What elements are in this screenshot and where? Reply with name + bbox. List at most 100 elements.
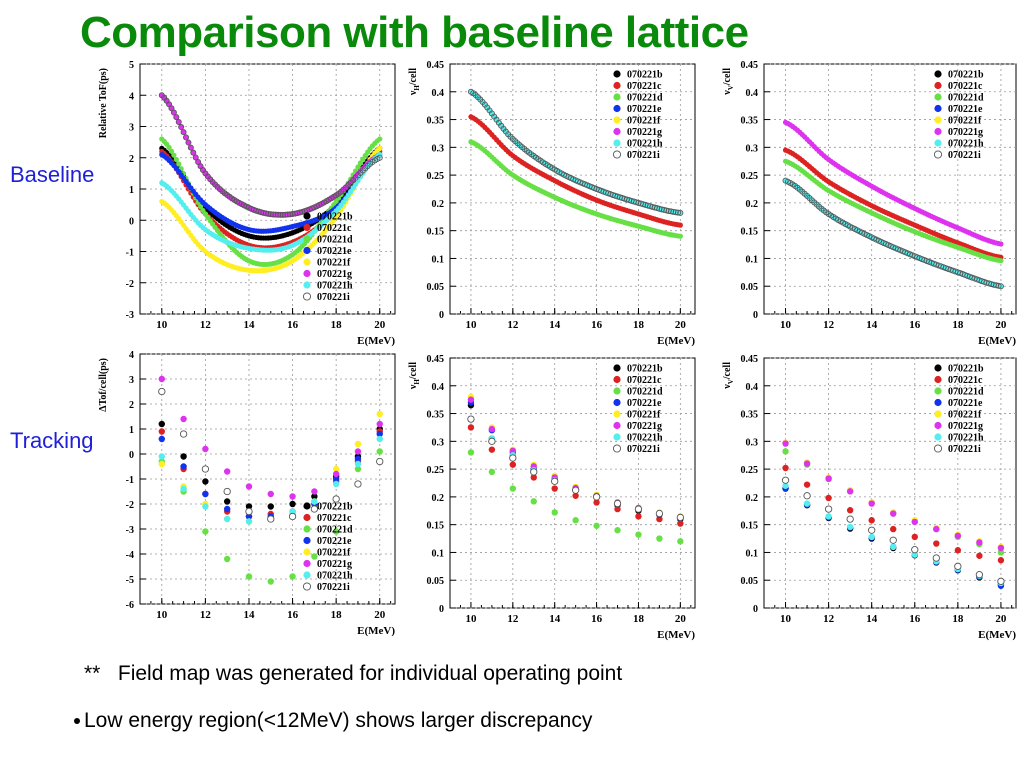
- y-tick-label: 0: [129, 216, 134, 227]
- y-tick-label: 0.25: [741, 171, 759, 182]
- legend-marker: [612, 150, 622, 159]
- data-point: [354, 440, 362, 448]
- data-point: [245, 507, 253, 516]
- data-point: [614, 505, 621, 513]
- data-point: [975, 571, 984, 579]
- y-tick-label: 0.35: [741, 116, 759, 127]
- data-point: [289, 508, 296, 515]
- y-tick-label: 2: [129, 400, 134, 411]
- y-axis-label-sub: V: [727, 85, 735, 90]
- data-point: [635, 513, 642, 520]
- y-tick-label: 0.45: [741, 60, 759, 71]
- x-axis-label: E(MeV): [978, 335, 1016, 347]
- legend-label: 070221i: [317, 582, 350, 593]
- y-tick-label: 0.25: [427, 171, 445, 182]
- x-tick-label: 18: [952, 613, 964, 625]
- data-point: [995, 282, 1002, 289]
- data-point: [171, 152, 177, 158]
- note-prefix: **: [84, 662, 101, 685]
- y-tick-label: 0.2: [432, 199, 445, 210]
- legend-marker: [303, 281, 311, 289]
- y-axis-label-unit: /cell: [722, 68, 733, 86]
- data-point: [997, 577, 1005, 585]
- legend-label: 070221h: [948, 433, 984, 444]
- legend-label: 070221h: [317, 281, 353, 292]
- legend-marker: [303, 513, 311, 522]
- data-point: [676, 513, 684, 522]
- x-tick-label: 14: [866, 613, 878, 625]
- data-point: [997, 544, 1005, 552]
- y-tick-label: -1: [126, 475, 134, 486]
- data-point: [997, 557, 1005, 564]
- data-point: [467, 415, 475, 423]
- y-tick-label: 3: [129, 375, 134, 386]
- x-tick-label: 18: [331, 319, 343, 331]
- data-point: [376, 435, 383, 443]
- data-point: [289, 493, 296, 500]
- plot-frame: [449, 357, 696, 609]
- data-point: [348, 189, 354, 195]
- legend-label: 070221e: [317, 246, 352, 257]
- data-point: [635, 531, 642, 538]
- legend-label: 070221c: [948, 375, 983, 386]
- data-point: [170, 109, 177, 116]
- legend-label: 070221i: [627, 444, 660, 455]
- x-tick-label: 18: [633, 319, 645, 331]
- data-point: [846, 523, 854, 531]
- x-tick-label: 14: [549, 319, 561, 331]
- y-axis-label-unit: /cell: [408, 362, 419, 380]
- legend-marker: [303, 525, 311, 533]
- data-point: [782, 448, 789, 455]
- data-point: [332, 480, 340, 488]
- data-point: [350, 185, 356, 191]
- data-point: [223, 498, 231, 505]
- y-tick-label: 0.2: [746, 493, 759, 504]
- legend-marker: [933, 150, 943, 159]
- data-point: [551, 509, 558, 516]
- data-point: [158, 375, 165, 383]
- y-tick-label: 0.05: [427, 282, 445, 293]
- y-tick-label: 0.4: [432, 88, 445, 99]
- data-point: [613, 499, 622, 508]
- data-point: [997, 283, 1004, 290]
- legend-label: 070221h: [627, 139, 663, 150]
- x-tick-label: 16: [287, 319, 299, 331]
- data-point: [376, 448, 383, 455]
- legend-marker: [613, 433, 621, 441]
- data-point: [245, 573, 253, 580]
- legend-label: 070221f: [627, 116, 661, 127]
- series-070221g: [158, 375, 383, 500]
- x-axis-label: E(MeV): [978, 629, 1016, 641]
- legend-label: 070221e: [627, 104, 662, 115]
- legend-label: 070221b: [627, 70, 663, 81]
- series-070221h: [159, 152, 383, 253]
- legend-marker: [303, 223, 311, 232]
- data-point: [267, 578, 274, 585]
- legend-label: 070221c: [627, 81, 662, 92]
- legend-marker: [613, 104, 621, 113]
- data-point: [890, 510, 897, 517]
- legend-marker: [303, 269, 311, 278]
- legend-marker: [612, 444, 622, 453]
- y-tick-label: -4: [126, 550, 134, 561]
- series-070221d: [467, 449, 684, 545]
- data-point: [911, 551, 918, 558]
- legend-label: 070221g: [317, 269, 352, 280]
- data-point: [670, 208, 677, 215]
- legend-label: 070221b: [627, 364, 663, 375]
- legend-label: 070221e: [627, 398, 662, 409]
- x-tick-label: 16: [909, 319, 921, 331]
- data-point: [571, 486, 580, 494]
- y-tick-label: 0: [129, 450, 134, 461]
- y-tick-label: 0.05: [427, 576, 445, 587]
- y-tick-label: 1: [129, 185, 134, 196]
- data-point: [976, 539, 983, 546]
- legend-marker: [613, 127, 621, 136]
- x-tick-label: 20: [995, 319, 1007, 331]
- series-070221i: [467, 88, 684, 216]
- legend-label: 070221e: [948, 398, 983, 409]
- data-point: [677, 233, 683, 239]
- data-point: [190, 150, 196, 156]
- legend-marker: [303, 246, 311, 255]
